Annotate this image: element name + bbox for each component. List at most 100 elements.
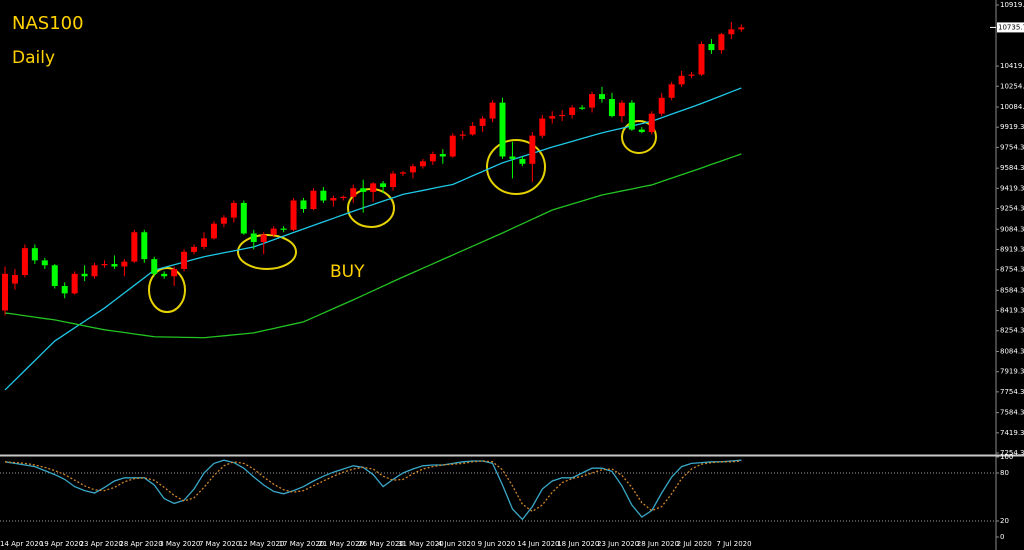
- candle-body: [290, 200, 297, 230]
- candle-body: [638, 129, 645, 133]
- y-tick-label: 9754.30: [1000, 143, 1024, 151]
- y-tick-label: 8084.30: [1000, 348, 1024, 356]
- candle-body: [549, 116, 556, 119]
- y-tick-label: 80: [1000, 469, 1009, 477]
- candle-body: [499, 102, 506, 157]
- y-tick-label: 7754.30: [1000, 388, 1024, 396]
- candle-body: [738, 27, 745, 30]
- candle-body: [539, 118, 546, 136]
- candle-body: [569, 107, 576, 115]
- x-tick-label: 21 May 2020: [318, 540, 364, 548]
- y-tick-label: 7254.30: [1000, 449, 1024, 457]
- candle-body: [559, 114, 566, 117]
- candle-body: [589, 94, 596, 108]
- y-tick-label: 9084.30: [1000, 225, 1024, 233]
- candle-body: [459, 134, 466, 136]
- candle-body: [400, 172, 406, 174]
- y-tick-label: 0: [1000, 533, 1004, 541]
- x-tick-label: 3 May 2020: [159, 540, 200, 548]
- candle-body: [210, 223, 217, 239]
- candle-body: [599, 94, 605, 100]
- candle-body: [718, 34, 725, 51]
- candle-body: [250, 233, 257, 243]
- candle-body: [350, 188, 357, 197]
- highlight-circle: [237, 234, 297, 270]
- candle-body: [320, 190, 327, 201]
- candle-body: [201, 238, 207, 247]
- candle-body: [579, 107, 586, 109]
- candle-body: [171, 268, 178, 277]
- x-tick-label: 14 Apr 2020: [0, 540, 43, 548]
- candle-body: [688, 74, 695, 76]
- candle-body: [240, 202, 247, 234]
- candle-body: [260, 234, 267, 243]
- y-tick-label: 9584.30: [1000, 164, 1024, 172]
- annotation: BUY: [330, 262, 365, 282]
- candle-body: [628, 102, 635, 130]
- x-tick-label: 23 Apr 2020: [80, 540, 123, 548]
- candle-body: [61, 286, 68, 294]
- candle-body: [220, 217, 227, 224]
- candle-body: [469, 125, 476, 135]
- candle-body: [509, 156, 516, 159]
- candle-body: [479, 118, 486, 126]
- y-tick-label: 8584.30: [1000, 286, 1024, 294]
- x-tick-label: 2 Jul 2020: [677, 540, 712, 548]
- y-tick-label: 8419.30: [1000, 307, 1024, 315]
- highlight-circle: [621, 120, 657, 154]
- chart-subtitle: Daily: [12, 48, 55, 68]
- y-tick-label: 8754.30: [1000, 266, 1024, 274]
- candle-body: [439, 154, 446, 157]
- candle-body: [21, 248, 28, 276]
- x-tick-label: 19 Apr 2020: [40, 540, 83, 548]
- y-tick-label: 9254.30: [1000, 205, 1024, 213]
- candle-body: [489, 102, 496, 119]
- candle-body: [91, 265, 98, 277]
- candle-body: [181, 251, 188, 269]
- x-tick-label: 12 May 2020: [239, 540, 285, 548]
- candle-body: [131, 232, 138, 262]
- y-tick-label: 10419.30: [1000, 62, 1024, 70]
- candle-body: [71, 273, 78, 294]
- candle-body: [728, 29, 735, 35]
- y-tick-label: 9419.30: [1000, 184, 1024, 192]
- y-tick-label: 8919.30: [1000, 245, 1024, 253]
- candle-body: [409, 166, 416, 173]
- candle-body: [648, 113, 655, 133]
- highlight-circle: [486, 139, 546, 195]
- candle-body: [31, 248, 38, 261]
- x-tick-label: 18 Jun 2020: [557, 540, 599, 548]
- x-tick-label: 14 Jun 2020: [517, 540, 559, 548]
- candle-body: [121, 261, 128, 267]
- x-tick-label: 26 May 2020: [358, 540, 404, 548]
- y-tick-label: 8254.30: [1000, 327, 1024, 335]
- candle-body: [429, 154, 436, 162]
- candle-body: [330, 198, 337, 201]
- x-tick-label: 4 Jun 2020: [438, 540, 476, 548]
- candle-body: [519, 158, 526, 164]
- y-tick-label: 10084.30: [1000, 103, 1024, 111]
- candle-body: [419, 161, 426, 167]
- y-tick-label: 7919.30: [1000, 368, 1024, 376]
- candle-body: [230, 202, 237, 218]
- candle-body: [698, 44, 705, 75]
- candle-body: [41, 260, 48, 266]
- candle-body: [161, 273, 168, 277]
- candle-body: [191, 246, 198, 252]
- candle-body: [658, 97, 665, 114]
- candle-body: [708, 44, 715, 51]
- candle-body: [141, 232, 148, 260]
- candle-body: [618, 102, 625, 117]
- last-price-label: 10735.70: [998, 23, 1024, 31]
- candle-body: [300, 200, 307, 210]
- last-price-box: [997, 22, 1024, 33]
- candle-body: [2, 273, 8, 311]
- candle-body: [151, 259, 158, 274]
- candle-body: [51, 265, 58, 287]
- candle-body: [370, 183, 377, 192]
- x-tick-label: 17 May 2020: [279, 540, 325, 548]
- candle-body: [390, 173, 397, 188]
- y-tick-label: 7419.30: [1000, 429, 1024, 437]
